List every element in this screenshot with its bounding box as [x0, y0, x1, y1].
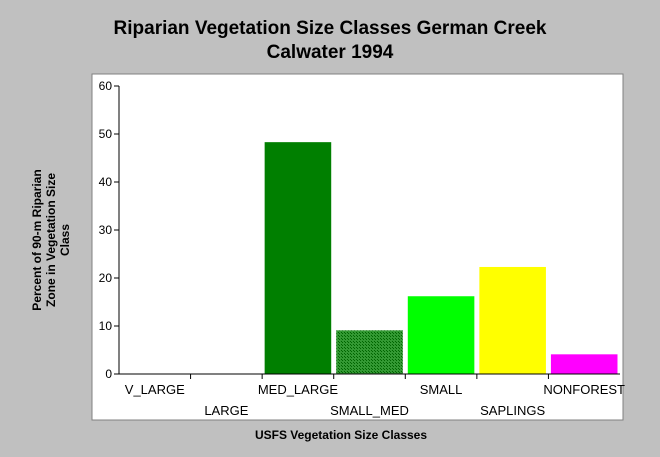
chart-title: Riparian Vegetation Size Classes German …: [114, 18, 547, 39]
bars: [264, 142, 618, 374]
y-tick-label: 10: [99, 319, 113, 333]
bar-med-large: [264, 142, 332, 374]
y-axis: 0 10 20 30 40 50 60: [99, 79, 119, 381]
y-axis-title-line-3: Class: [58, 224, 72, 256]
chart-subtitle: Calwater 1994: [267, 42, 394, 63]
x-tick-label: V_LARGE: [125, 382, 185, 397]
x-axis: V_LARGE LARGE MED_LARGE SMALL_MED SMALL SAPLI…: [125, 374, 625, 418]
y-axis-title-line-1: Percent of 90-m Riparian: [30, 169, 44, 310]
x-axis-title: USFS Vegetation Size Classes: [255, 428, 427, 442]
y-axis-title-line-2: Zone in Vegetation Size: [44, 173, 58, 307]
y-tick-label: 30: [99, 223, 113, 237]
x-tick-label: MED_LARGE: [258, 382, 339, 397]
bar-small-med: [336, 330, 403, 374]
y-tick-label: 60: [99, 79, 113, 93]
x-tick-label: LARGE: [204, 403, 248, 418]
y-tick-label: 50: [99, 127, 113, 141]
y-tick-label: 20: [99, 271, 113, 285]
x-tick-label: SMALL_MED: [330, 403, 409, 418]
bar-saplings: [479, 266, 546, 374]
bar-small: [407, 296, 475, 374]
x-tick-label: SAPLINGS: [480, 403, 545, 418]
x-tick-label: NONFOREST: [543, 382, 625, 397]
y-tick-label: 0: [105, 367, 112, 381]
bar-nonforest: [550, 354, 618, 374]
x-tick-label: SMALL: [420, 382, 463, 397]
y-axis-title: Percent of 90-m Riparian Zone in Vegetat…: [30, 169, 72, 310]
y-tick-label: 40: [99, 175, 113, 189]
